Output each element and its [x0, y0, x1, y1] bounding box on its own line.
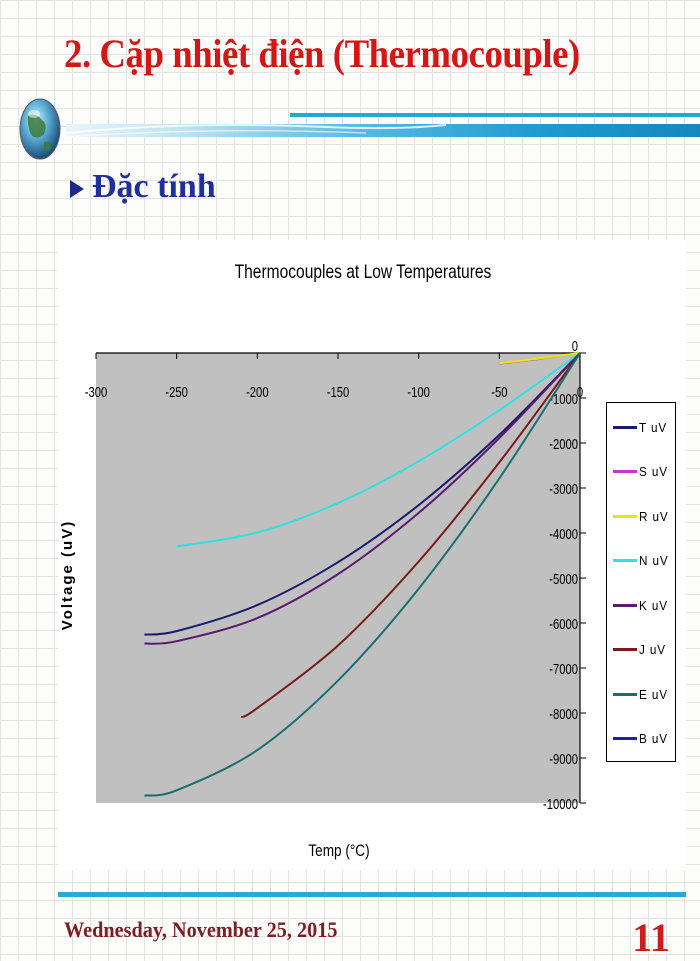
x-tick-label: 0 — [577, 383, 583, 400]
legend-swatch — [613, 737, 637, 740]
series-line-j — [240, 352, 581, 719]
legend-label: K uV — [639, 597, 668, 613]
chart-title: Thermocouples at Low Temperatures — [235, 261, 492, 283]
legend-label: J uV — [639, 642, 667, 657]
slide-title: 2. Cặp nhiệt điện (Thermocouple) — [64, 31, 580, 76]
y-tick-label: -4000 — [549, 525, 578, 542]
x-tick-label: -100 — [407, 383, 430, 400]
legend-swatch — [613, 648, 637, 651]
legend-swatch — [613, 692, 637, 696]
legend-item: N uV — [613, 551, 673, 571]
legend-swatch — [613, 425, 637, 429]
y-tick-label: -1000 — [549, 390, 578, 407]
legend-swatch — [613, 559, 637, 562]
plot-area — [96, 353, 580, 803]
y-tick-label: -8000 — [549, 705, 578, 722]
y-tick-label: -9000 — [549, 750, 578, 767]
series-line-t — [144, 352, 581, 636]
legend-item: R uV — [613, 506, 673, 526]
legend-swatch — [613, 514, 637, 518]
legend-swatch — [613, 470, 637, 473]
footer-rule — [58, 892, 686, 897]
legend-item: T uV — [613, 417, 673, 437]
legend-item: J uV — [613, 640, 673, 660]
bullet-text: Đặc tính — [92, 168, 216, 205]
footer-date: Wednesday, November 25, 2015 — [64, 917, 338, 942]
y-axis-label: Voltage (uV) — [59, 520, 76, 630]
y-tick-label: -5000 — [549, 570, 578, 587]
legend-item: K uV — [613, 595, 673, 615]
chart-legend: T uV S uV R uV N uV K uV J uV E uV B uV — [606, 402, 676, 762]
x-tick-label: -50 — [491, 383, 507, 400]
series-line-n — [176, 352, 581, 548]
x-tick-label: -250 — [165, 383, 188, 400]
x-tick-label: -150 — [327, 383, 350, 400]
legend-label: E uV — [639, 686, 668, 702]
header-rule-gradient — [66, 124, 700, 137]
triangle-bullet-icon — [70, 180, 84, 198]
thermocouple-chart: Thermocouples at Low Temperatures -300 -25… — [59, 261, 586, 861]
legend-label: R uV — [639, 508, 669, 524]
legend-label: S uV — [639, 464, 668, 479]
legend-label: T uV — [639, 419, 668, 435]
globe-icon — [19, 98, 61, 160]
header-swoosh — [66, 124, 446, 138]
y-tick-label: -7000 — [549, 660, 578, 677]
x-axis-label: Temp (°C) — [308, 842, 369, 861]
y-tick-label: -10000 — [543, 795, 578, 812]
chart-container: Thermocouples at Low Temperatures -300 -25… — [58, 240, 686, 870]
x-tick-label: -300 — [85, 383, 108, 400]
legend-label: N uV — [639, 553, 669, 568]
series-line-r — [499, 352, 581, 365]
y-tick-label: -6000 — [549, 615, 578, 632]
bullet-item: Đặc tính — [70, 168, 216, 206]
x-tick-label: -200 — [246, 383, 269, 400]
series-line-k — [144, 352, 581, 645]
legend-label: B uV — [639, 731, 668, 746]
legend-item: E uV — [613, 684, 673, 704]
legend-item: S uV — [613, 462, 673, 482]
page-number: 11 — [632, 915, 670, 960]
y-tick-label: 0 — [572, 337, 578, 354]
legend-swatch — [613, 603, 637, 607]
series-line-e — [144, 352, 581, 797]
y-tick-label: -2000 — [549, 435, 578, 452]
y-tick-label: -3000 — [549, 480, 578, 497]
legend-item: B uV — [613, 729, 673, 749]
header-rule-thin — [290, 113, 700, 117]
